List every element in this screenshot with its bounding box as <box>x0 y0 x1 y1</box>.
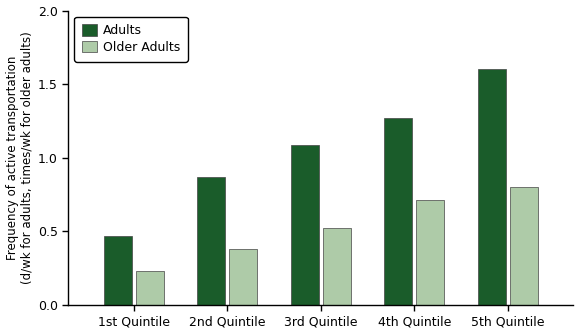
Bar <box>197 177 225 305</box>
Bar <box>384 118 412 305</box>
Bar <box>323 228 351 305</box>
Bar <box>135 271 164 305</box>
Bar <box>291 145 319 305</box>
Y-axis label: Frequency of active transportation
(d/wk for adults, times/wk for older adults): Frequency of active transportation (d/wk… <box>6 31 34 284</box>
Bar <box>229 249 257 305</box>
Bar <box>104 236 132 305</box>
Bar <box>510 187 538 305</box>
Bar <box>478 69 506 305</box>
Bar <box>416 200 444 305</box>
Legend: Adults, Older Adults: Adults, Older Adults <box>74 17 188 61</box>
